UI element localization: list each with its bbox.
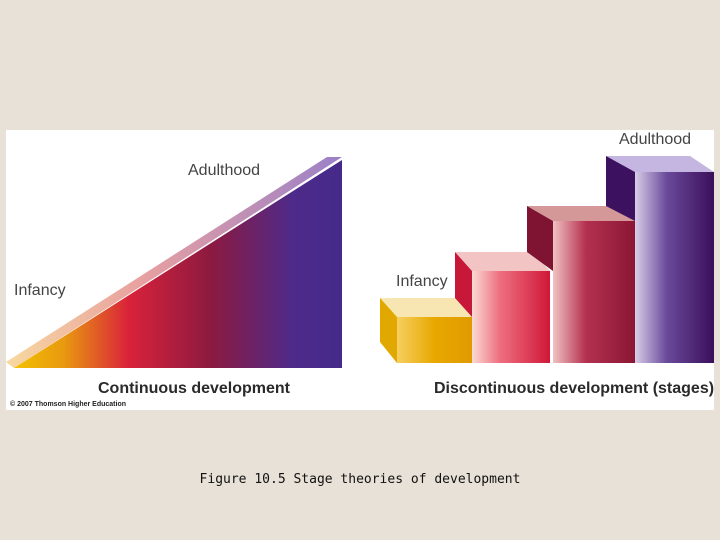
figure-panel: Adulthood Infancy Continuous development… xyxy=(6,130,714,410)
discontinuous-start-label: Infancy xyxy=(396,273,448,290)
step-2-front xyxy=(472,271,550,363)
figure-caption: Figure 10.5 Stage theories of developmen… xyxy=(199,472,521,487)
diagram-art xyxy=(6,156,714,368)
step-2-top xyxy=(455,252,550,271)
discontinuous-end-label: Adulthood xyxy=(619,131,692,148)
continuous-start-label: Infancy xyxy=(14,282,66,299)
step-1-front xyxy=(397,317,472,363)
continuous-end-label: Adulthood xyxy=(188,162,261,179)
discontinuous-caption: Discontinuous development (stages) xyxy=(434,380,715,397)
step-4-top xyxy=(606,156,714,172)
step-3-front xyxy=(553,221,635,363)
step-2-side xyxy=(455,252,472,317)
step-3-side xyxy=(527,206,553,271)
step-4-side xyxy=(606,156,635,221)
step-4-front xyxy=(635,172,714,363)
step-3-top xyxy=(527,206,635,221)
continuous-wedge xyxy=(6,157,342,368)
step-1-top xyxy=(380,298,472,317)
discontinuous-steps xyxy=(380,156,714,363)
wedge-front-face xyxy=(14,160,342,368)
continuous-caption: Continuous development xyxy=(98,380,290,397)
copyright-notice: © 2007 Thomson Higher Education xyxy=(10,401,127,408)
step-1-side xyxy=(380,298,397,363)
wedge-top-face xyxy=(6,157,342,368)
